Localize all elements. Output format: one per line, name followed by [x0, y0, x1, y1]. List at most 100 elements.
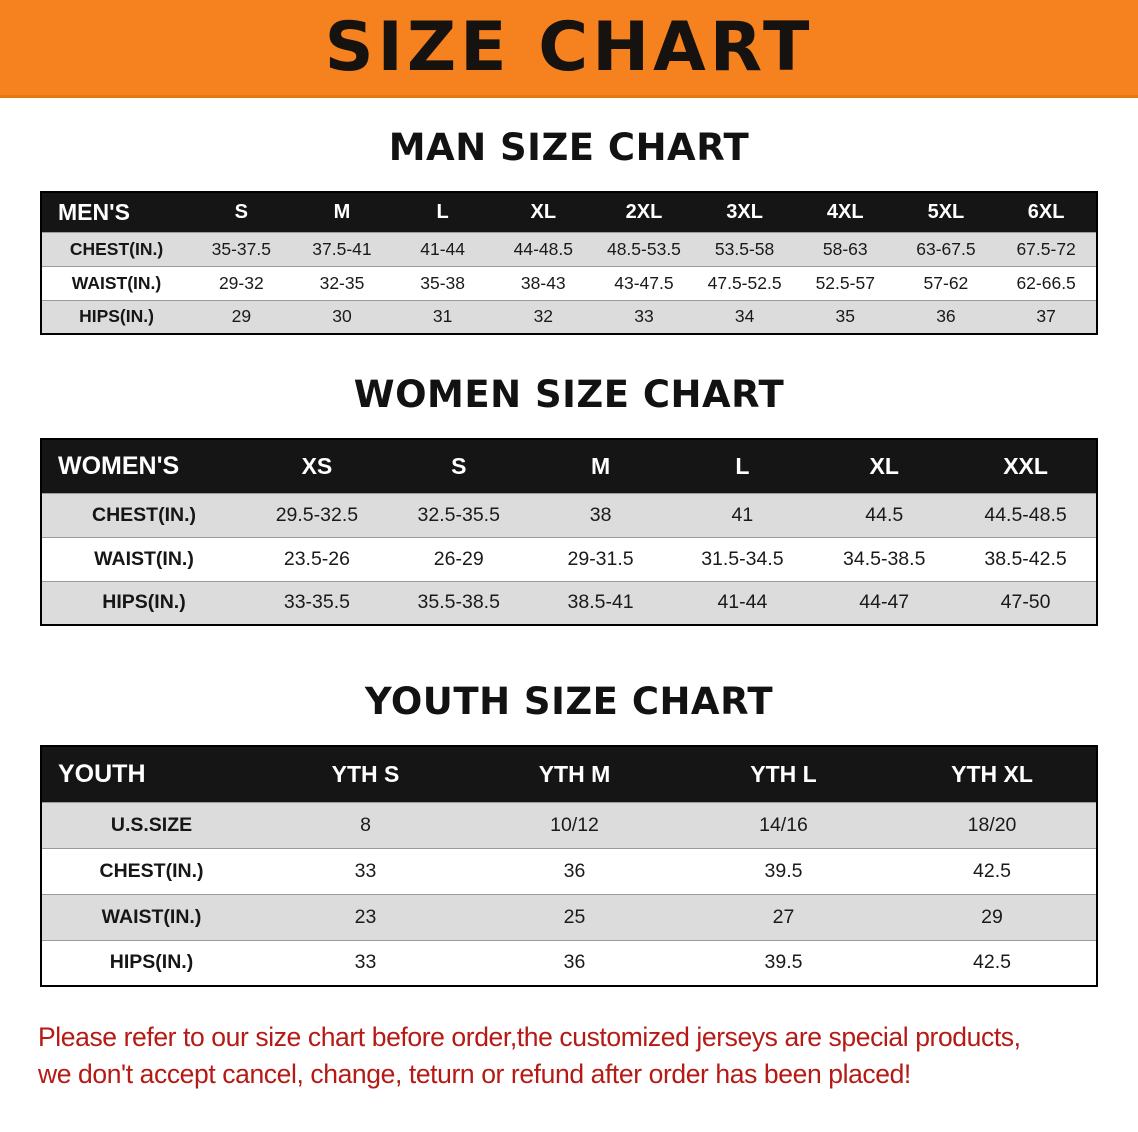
size-value: 35 [835, 306, 855, 327]
size-column-header: XL [813, 439, 956, 493]
size-column-header: XXL [955, 439, 1097, 493]
section-heading-youth: YOUTH SIZE CHART [364, 680, 774, 723]
disclaimer-note: Please refer to our size chart before or… [38, 1019, 1138, 1093]
size-value: 42.5 [973, 951, 1011, 974]
size-column-header: YTH XL [888, 746, 1097, 802]
size-value: 48.5-53.5 [606, 238, 681, 259]
size-value: 52.5-57 [815, 272, 875, 293]
measurement-label: WAIST(IN.) [101, 905, 202, 928]
size-column-header: 3XL [694, 192, 795, 232]
size-value: 44.5 [865, 503, 904, 526]
size-value: 18/20 [967, 813, 1017, 836]
measurement-row: U.S.SIZE 8 10/12 14/16 18/20 [41, 802, 1097, 848]
measurement-row: HIPS(IN.) 33-35.5 35.5-38.5 38.5-41 41-44 44-… [41, 581, 1097, 625]
size-value: 23 [354, 905, 377, 928]
size-value: 35-37.5 [211, 238, 271, 259]
measurement-row: CHEST(IN.) 35-37.5 37.5-41 41-44 44-48.5 48.5… [41, 232, 1097, 266]
size-value: 38 [589, 503, 612, 526]
measurement-label: CHEST(IN.) [99, 859, 204, 882]
measurement-label: HIPS(IN.) [109, 951, 194, 974]
size-value: 36 [563, 859, 586, 882]
table-corner-label: WOMEN'S [41, 439, 246, 493]
size-value: 53.5-58 [714, 238, 775, 259]
measurement-label: WAIST(IN.) [71, 272, 162, 293]
page-title: SIZE CHART [324, 8, 814, 87]
size-value: 10/12 [550, 813, 599, 836]
size-value: 35-38 [420, 272, 466, 293]
size-value: 36 [936, 306, 956, 327]
size-value: 34.5-38.5 [843, 547, 926, 570]
size-value: 36 [563, 951, 586, 974]
measurement-row: WAIST(IN.) 23 25 27 29 [41, 894, 1097, 940]
size-value: 29 [981, 905, 1003, 928]
size-value: 33 [354, 951, 377, 974]
size-column-header: YTH S [261, 746, 470, 802]
size-value: 27 [772, 905, 795, 928]
size-value: 38.5-42.5 [984, 547, 1067, 570]
size-column-header: XS [246, 439, 388, 493]
size-value: 42.5 [973, 859, 1011, 882]
measurement-label: HIPS(IN.) [102, 591, 186, 614]
size-column-header: 5XL [895, 192, 997, 232]
measurement-row: CHEST(IN.) 33 36 39.5 42.5 [41, 848, 1097, 894]
measurement-label: U.S.SIZE [110, 813, 193, 836]
size-value: 33 [354, 859, 377, 882]
size-column-header: 6XL [996, 192, 1097, 232]
size-value: 43-47.5 [614, 272, 674, 293]
size-value: 32.5-35.5 [417, 503, 500, 526]
disclaimer-line-1: Please refer to our size chart before or… [38, 1022, 1021, 1052]
measurement-label: CHEST(IN.) [69, 238, 164, 259]
size-column-header: L [671, 439, 814, 493]
size-value: 32 [533, 306, 554, 327]
size-value: 29.5-32.5 [275, 503, 359, 526]
size-column-header: XL [492, 192, 594, 232]
size-chart-banner: SIZE CHART [0, 0, 1138, 98]
size-column-header: YTH L [679, 746, 888, 802]
men-size-table: MEN'S S M L XL 2XL 3XL 4XL 5XL 6XL CHEST(IN.) 35-37… [40, 191, 1098, 335]
size-value: 38.5-41 [567, 591, 634, 614]
table-corner-label: MEN'S [41, 192, 191, 232]
table-header-row: YOUTH YTH S YTH M YTH L YTH XL [41, 746, 1097, 802]
size-column-header: L [392, 192, 493, 232]
measurement-row: CHEST(IN.) 29.5-32.5 32.5-35.5 38 41 44.5 44.5… [41, 493, 1097, 537]
size-value: 39.5 [764, 951, 803, 974]
size-value: 35.5-38.5 [417, 591, 500, 614]
size-value: 33-35.5 [283, 591, 350, 614]
size-value: 32-35 [319, 272, 365, 293]
size-column-header: S [191, 192, 292, 232]
women-size-table: WOMEN'S XS S M L XL XXL CHEST(IN.) 29.5-32.5 32.5… [40, 438, 1098, 626]
size-value: 29-32 [218, 272, 264, 293]
size-value: 23.5-26 [283, 547, 350, 570]
size-value: 38-43 [520, 272, 566, 293]
size-value: 67.5-72 [1016, 238, 1076, 259]
size-value: 37.5-41 [312, 238, 372, 259]
size-value: 29 [231, 306, 252, 327]
measurement-row: WAIST(IN.) 29-32 32-35 35-38 38-43 43-47.5 47.… [41, 266, 1097, 300]
size-value: 33 [634, 306, 654, 327]
youth-size-table: YOUTH YTH S YTH M YTH L YTH XL U.S.SIZE 8 10/12… [40, 745, 1098, 987]
size-value: 8 [360, 813, 371, 836]
size-value: 25 [563, 905, 586, 928]
size-value: 31 [432, 306, 453, 327]
size-value: 47-50 [1000, 591, 1051, 614]
size-value: 44-47 [859, 591, 910, 614]
size-value: 44.5-48.5 [984, 503, 1067, 526]
size-column-header: 4XL [794, 192, 896, 232]
size-value: 58-63 [822, 238, 868, 259]
table-header-row: WOMEN'S XS S M L XL XXL [41, 439, 1097, 493]
size-value: 62-66.5 [1016, 272, 1076, 293]
women-size-section: WOMEN SIZE CHART WOMEN'S XS S M L XL XXL CHEST(… [0, 373, 1138, 626]
size-value: 41-44 [420, 238, 466, 259]
size-value: 47.5-52.5 [707, 272, 782, 293]
size-value: 41-44 [717, 591, 768, 614]
size-column-header: M [291, 192, 393, 232]
size-value: 39.5 [764, 859, 803, 882]
table-corner-label: YOUTH [41, 746, 261, 802]
size-value: 34 [734, 306, 755, 327]
size-value: 30 [332, 306, 352, 327]
size-value: 31.5-34.5 [701, 547, 784, 570]
size-value: 37 [1036, 306, 1056, 327]
size-value: 44-48.5 [513, 238, 573, 259]
size-column-header: 2XL [593, 192, 695, 232]
men-size-section: MAN SIZE CHART MEN'S S M L XL 2XL 3XL 4XL 5XL 6XL… [0, 126, 1138, 335]
